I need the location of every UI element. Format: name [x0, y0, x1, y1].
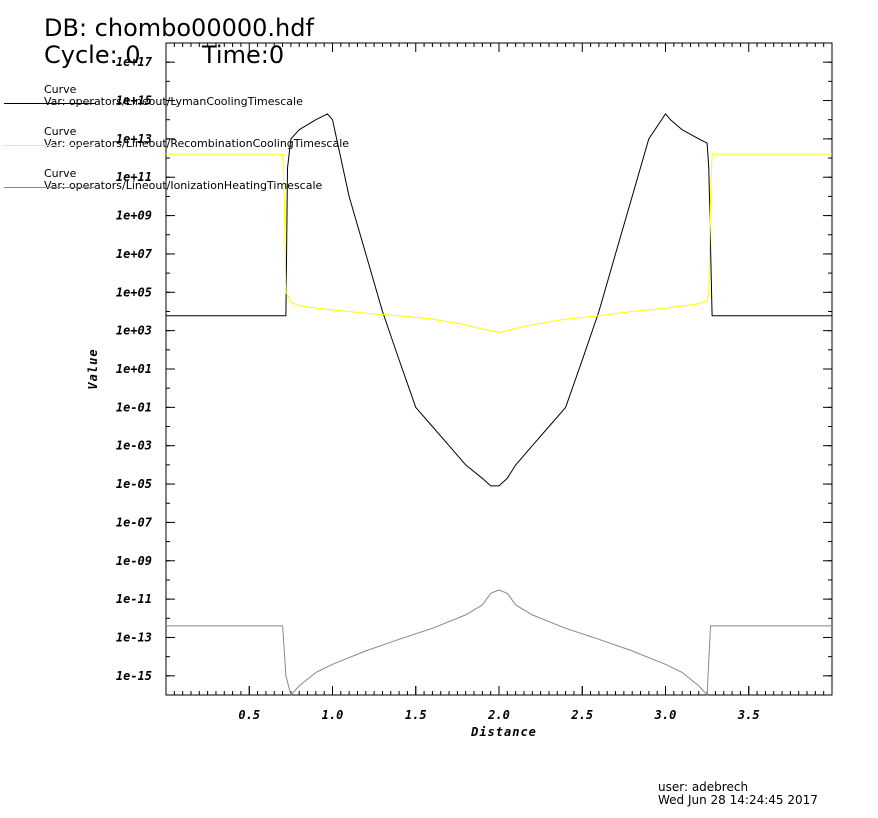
x-tick-label: 3.5	[737, 708, 760, 722]
y-tick-label: 1e-03	[116, 439, 152, 453]
y-tick-label: 1e+03	[116, 324, 152, 338]
legend-title: Curve	[44, 125, 77, 138]
series-line-0	[166, 113, 832, 487]
legend-entry-ionization: Curve Var: operators/Lineout/IonizationH…	[0, 168, 400, 208]
y-tick-label: 1e+09	[116, 209, 152, 223]
y-tick-label: 1e+15	[116, 94, 152, 108]
user-label: user: adebrech	[658, 780, 749, 794]
y-tick-label: 1e+07	[116, 247, 153, 261]
legend-entry-recombination: Curve Var: operators/Lineout/Recombinati…	[0, 126, 400, 166]
series-line-1	[166, 153, 832, 333]
y-tick-label: 1e-09	[116, 554, 152, 568]
y-axis: 1e-15 1e-13 1e-11 1e-09 1e-07 1e-05 1e-03 1e-01…	[116, 42, 832, 696]
legend-title: Curve	[44, 83, 77, 96]
y-tick-label: 1e+05	[116, 285, 152, 299]
date-label: Wed Jun 28 14:24:45 2017	[658, 793, 818, 807]
y-tick-label: 1e+17	[116, 55, 153, 69]
legend-var: Var: operators/Lineout/IonizationHeating…	[44, 179, 323, 192]
y-axis-label: Value	[86, 348, 100, 389]
y-tick-label: 1e-15	[116, 669, 152, 683]
x-tick-label: 3.0	[654, 708, 677, 722]
x-tick-label: 0.5	[238, 708, 260, 722]
y-tick-label: 1e+11	[116, 170, 152, 184]
y-tick-label: 1e+01	[116, 362, 152, 376]
legend-swatch	[4, 145, 96, 146]
database-title: DB: chombo00000.hdf	[44, 14, 314, 42]
x-tick-label: 2.0	[487, 708, 510, 722]
legend-title: Curve	[44, 167, 77, 180]
legend-swatch	[4, 103, 96, 104]
series-line-2	[166, 589, 832, 696]
y-tick-label: 1e-05	[116, 477, 152, 491]
x-tick-label: 2.5	[570, 708, 593, 722]
series-group	[166, 113, 832, 696]
y-tick-label: 1e-13	[116, 630, 152, 644]
x-tick-label: 1.0	[322, 708, 344, 722]
cycle-label: Cycle: 0	[44, 41, 141, 69]
x-axis: 0.5 1.0 1.5 2.0 2.5 3.0 3.5	[173, 43, 825, 722]
y-tick-label: 1e-07	[116, 515, 153, 529]
y-tick-label: 1e-01	[116, 400, 152, 414]
legend-swatch	[4, 187, 96, 188]
legend-var: Var: operators/Lineout/RecombinationCool…	[44, 137, 350, 150]
x-tick-label: 1.5	[405, 708, 427, 722]
y-tick-label: 1e+13	[116, 132, 152, 146]
y-tick-label: 1e-11	[116, 592, 152, 606]
legend-var: Var: operators/Lineout/LymanCoolingTimes…	[44, 95, 303, 108]
legend-entry-lyman: Curve Var: operators/Lineout/LymanCoolin…	[0, 84, 400, 124]
x-axis-label: Distance	[470, 725, 537, 739]
